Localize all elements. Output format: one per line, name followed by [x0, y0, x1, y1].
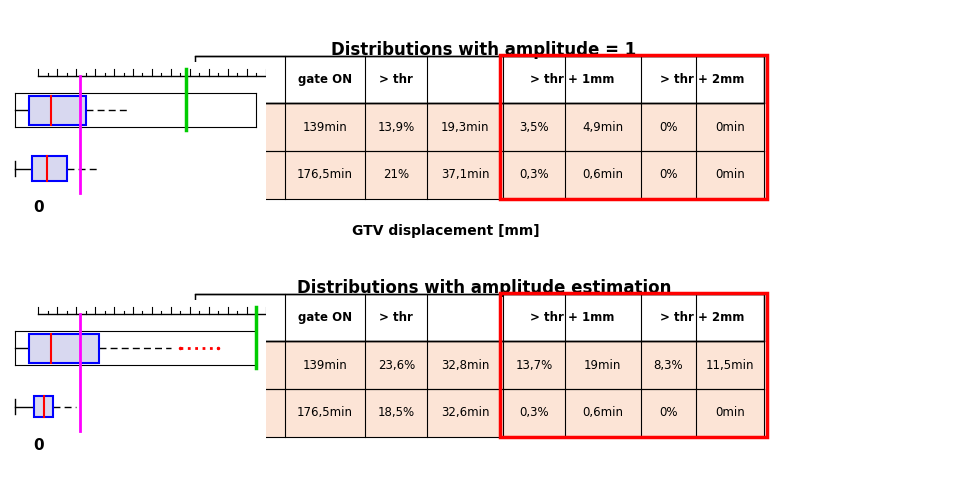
Text: Distributions with amplitude = 1: Distributions with amplitude = 1 [331, 41, 637, 59]
Text: 3,5%: 3,5% [519, 120, 549, 134]
Text: gate ON: gate ON [298, 73, 352, 86]
FancyBboxPatch shape [195, 151, 764, 198]
Text: GTV displacement [mm]: GTV displacement [mm] [352, 224, 540, 238]
Text: 32,8min: 32,8min [440, 358, 489, 372]
Bar [29, 334, 99, 363]
Text: 0min: 0min [714, 120, 744, 134]
Bar [34, 396, 53, 417]
Text: 13,7%: 13,7% [515, 358, 553, 372]
Text: Patient 5: Patient 5 [19, 312, 90, 326]
Text: 0%: 0% [659, 168, 678, 181]
Text: 37,1min: 37,1min [440, 168, 489, 181]
Text: 0,3%: 0,3% [519, 406, 549, 419]
Text: 11,5min: 11,5min [706, 358, 754, 372]
Text: 4,9min: 4,9min [582, 120, 623, 134]
Text: Patient: Patient [216, 73, 263, 86]
Text: 139min: 139min [303, 358, 348, 372]
FancyBboxPatch shape [195, 294, 764, 342]
Text: > thr + 1mm: > thr + 1mm [529, 73, 614, 86]
Text: 0: 0 [33, 200, 44, 215]
Text: 176,5min: 176,5min [297, 168, 353, 181]
Text: 21%: 21% [383, 168, 409, 181]
Text: gate ON: gate ON [298, 311, 352, 324]
Text: 0,3%: 0,3% [519, 168, 549, 181]
Text: 0: 0 [33, 438, 44, 453]
Text: Distributions with amplitude estimation: Distributions with amplitude estimation [297, 279, 671, 297]
Text: > thr + 2mm: > thr + 2mm [660, 73, 744, 86]
Text: (pancreas): (pancreas) [19, 97, 86, 110]
Text: Patient 5: Patient 5 [19, 74, 90, 88]
Text: Patient 5: Patient 5 [214, 358, 266, 372]
FancyBboxPatch shape [195, 56, 764, 104]
Text: > thr + 2mm: > thr + 2mm [660, 311, 744, 324]
Bar [33, 156, 67, 180]
FancyBboxPatch shape [195, 104, 764, 151]
Text: (pancreas): (pancreas) [19, 335, 86, 348]
Text: 0min: 0min [714, 168, 744, 181]
FancyBboxPatch shape [195, 342, 764, 389]
Text: > thr: > thr [379, 73, 413, 86]
Text: > thr + 1mm: > thr + 1mm [529, 311, 614, 324]
Bar [29, 96, 85, 125]
Text: Patient 4: Patient 4 [19, 148, 90, 162]
Text: Patient 5: Patient 5 [214, 120, 266, 134]
FancyBboxPatch shape [195, 389, 764, 436]
Text: 0%: 0% [659, 406, 678, 419]
Text: 32,6min: 32,6min [440, 406, 489, 419]
Text: 8,3%: 8,3% [653, 358, 682, 372]
Text: 0min: 0min [714, 406, 744, 419]
Text: Patient 4: Patient 4 [213, 406, 266, 419]
Text: Patient 4: Patient 4 [19, 386, 90, 400]
Text: > thr: > thr [379, 311, 413, 324]
Text: Patient: Patient [216, 311, 263, 324]
Text: 23,6%: 23,6% [378, 358, 415, 372]
Text: 13,9%: 13,9% [378, 120, 415, 134]
Text: 19min: 19min [584, 358, 621, 372]
Text: 19,3min: 19,3min [440, 120, 489, 134]
Text: 0,6min: 0,6min [582, 406, 623, 419]
Text: 139min: 139min [303, 120, 348, 134]
Text: Patient 4: Patient 4 [213, 168, 266, 181]
Text: 0,6min: 0,6min [582, 168, 623, 181]
Text: 176,5min: 176,5min [297, 406, 353, 419]
Text: 0%: 0% [659, 120, 678, 134]
Text: 18,5%: 18,5% [378, 406, 415, 419]
